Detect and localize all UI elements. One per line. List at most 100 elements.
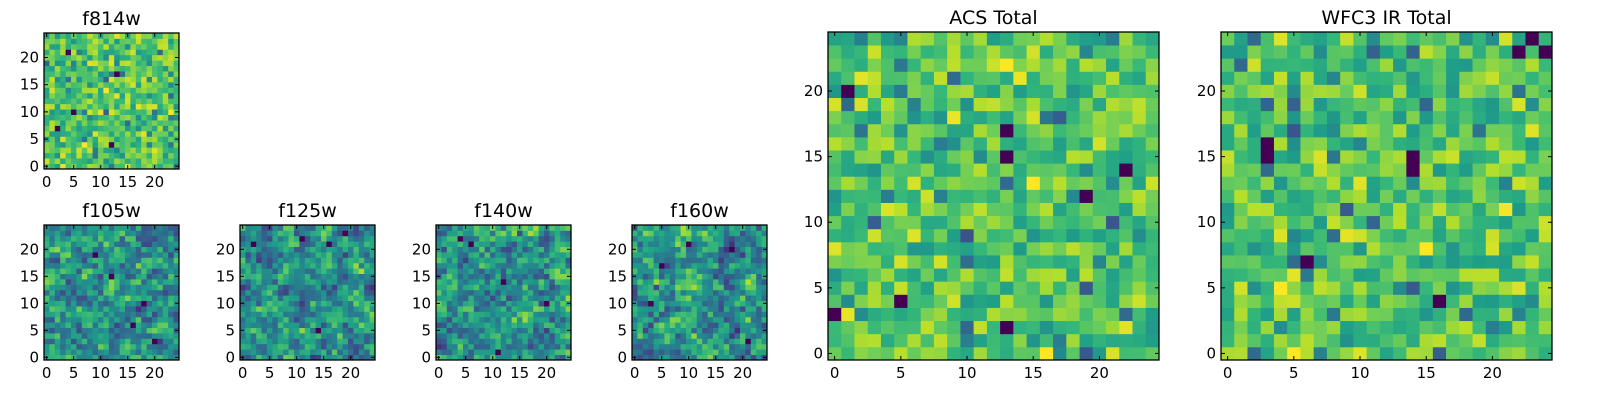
heatmap-cell [723, 306, 730, 312]
heatmap-cell [152, 300, 158, 307]
heatmap-cell [321, 268, 327, 274]
heatmap-cell [92, 60, 99, 67]
heatmap-cell [533, 354, 539, 361]
heatmap-cell [1221, 123, 1235, 138]
heatmap-cell [960, 307, 975, 322]
heatmap-cell [141, 268, 147, 274]
heatmap-cell [162, 273, 169, 280]
heatmap-cell [277, 306, 284, 312]
heatmap-cell [114, 81, 120, 88]
heatmap-cell [653, 333, 660, 339]
heatmap-cell [76, 120, 83, 126]
heatmap-cell [729, 327, 735, 334]
heatmap-cell [245, 257, 252, 264]
heatmap-cell [653, 306, 660, 312]
heatmap-cell [1300, 123, 1315, 138]
heatmap-cell [1119, 71, 1133, 85]
heatmap-cell [1145, 163, 1160, 177]
heatmap-cell [947, 294, 961, 308]
heatmap-cell [729, 289, 735, 296]
heatmap-cell [841, 255, 855, 269]
heatmap-cell [135, 49, 142, 56]
heatmap-cell [315, 311, 322, 318]
heatmap-cell [283, 295, 289, 301]
heatmap-cell [986, 136, 1001, 151]
heatmap-cell [854, 150, 869, 164]
heatmap-cell [867, 294, 882, 308]
heatmap-cell [1013, 268, 1027, 282]
heatmap-cell [933, 228, 948, 243]
heatmap-cell [119, 109, 126, 115]
heatmap-cell [907, 189, 922, 203]
heatmap-cell [1247, 176, 1262, 190]
heatmap-cell [245, 262, 252, 269]
heatmap-cell [468, 230, 475, 237]
heatmap-cell [130, 60, 137, 67]
heatmap-cell [854, 255, 869, 269]
heatmap-cell [642, 279, 649, 285]
heatmap-cell [920, 320, 935, 335]
heatmap-cell [659, 322, 665, 328]
heatmap-cell [1106, 320, 1120, 335]
x-axis: 0 5 10 15 20 [830, 32, 1109, 382]
heatmap-cell [1472, 45, 1487, 59]
heatmap-cell [1446, 228, 1460, 243]
heatmap-cell [1512, 32, 1526, 46]
heatmap-cell [517, 327, 523, 334]
heatmap-cell [103, 235, 110, 242]
heatmap-cell [71, 120, 77, 126]
heatmap-cell [549, 295, 556, 301]
heatmap-cell [1340, 202, 1354, 217]
heatmap-cell [1379, 307, 1394, 322]
heatmap-cell [1432, 123, 1447, 138]
heatmap-cell [125, 316, 131, 323]
heatmap-cell [1512, 255, 1526, 269]
heatmap-cell [632, 343, 638, 350]
heatmap-cell [702, 343, 708, 350]
heatmap-cell [745, 225, 752, 231]
heatmap-cell [1119, 110, 1133, 125]
heatmap-cell [734, 268, 741, 274]
heatmap-cell [103, 289, 110, 296]
heatmap-cell [1432, 281, 1447, 295]
heatmap-cell [261, 268, 268, 274]
heatmap-cell [152, 289, 158, 296]
heatmap-cell [162, 141, 169, 148]
heatmap-cell [1446, 163, 1460, 177]
heatmap-cell [1119, 202, 1133, 217]
heatmap-cell [261, 354, 268, 361]
heatmap-cell [756, 354, 762, 361]
heatmap-cell [348, 289, 354, 296]
heatmap-cell [1145, 123, 1160, 138]
heatmap-cell [659, 279, 665, 285]
heatmap-cell [119, 163, 126, 170]
heatmap-cell [933, 268, 948, 282]
heatmap-cell [828, 97, 842, 112]
heatmap-cell [157, 316, 164, 323]
heatmap-cell [533, 311, 539, 318]
heatmap-cell [277, 295, 284, 301]
heatmap-cell [707, 338, 714, 345]
heatmap-cell [315, 252, 322, 258]
heatmap-cell [973, 346, 988, 361]
heatmap-cell [920, 281, 935, 295]
heatmap-cell [1485, 320, 1500, 335]
heatmap-cell [490, 316, 496, 323]
heatmap-cell [1499, 215, 1513, 230]
heatmap-cell [173, 306, 180, 312]
heatmap-cell [675, 338, 681, 345]
heatmap-cell [1446, 320, 1460, 335]
heatmap-cell [479, 268, 485, 274]
heatmap-cell [1300, 58, 1315, 72]
panel-title: f105w [82, 200, 141, 222]
heatmap-cell [734, 316, 741, 323]
heatmap-cell [135, 300, 142, 307]
heatmap-cell [331, 273, 338, 280]
heatmap-cell [549, 300, 556, 307]
heatmap-cell [1092, 150, 1107, 164]
heatmap-cell [168, 152, 174, 159]
heatmap-cell [565, 289, 572, 296]
heatmap-cell [718, 300, 725, 307]
heatmap-cell [933, 333, 948, 348]
heatmap-cell [533, 289, 539, 296]
